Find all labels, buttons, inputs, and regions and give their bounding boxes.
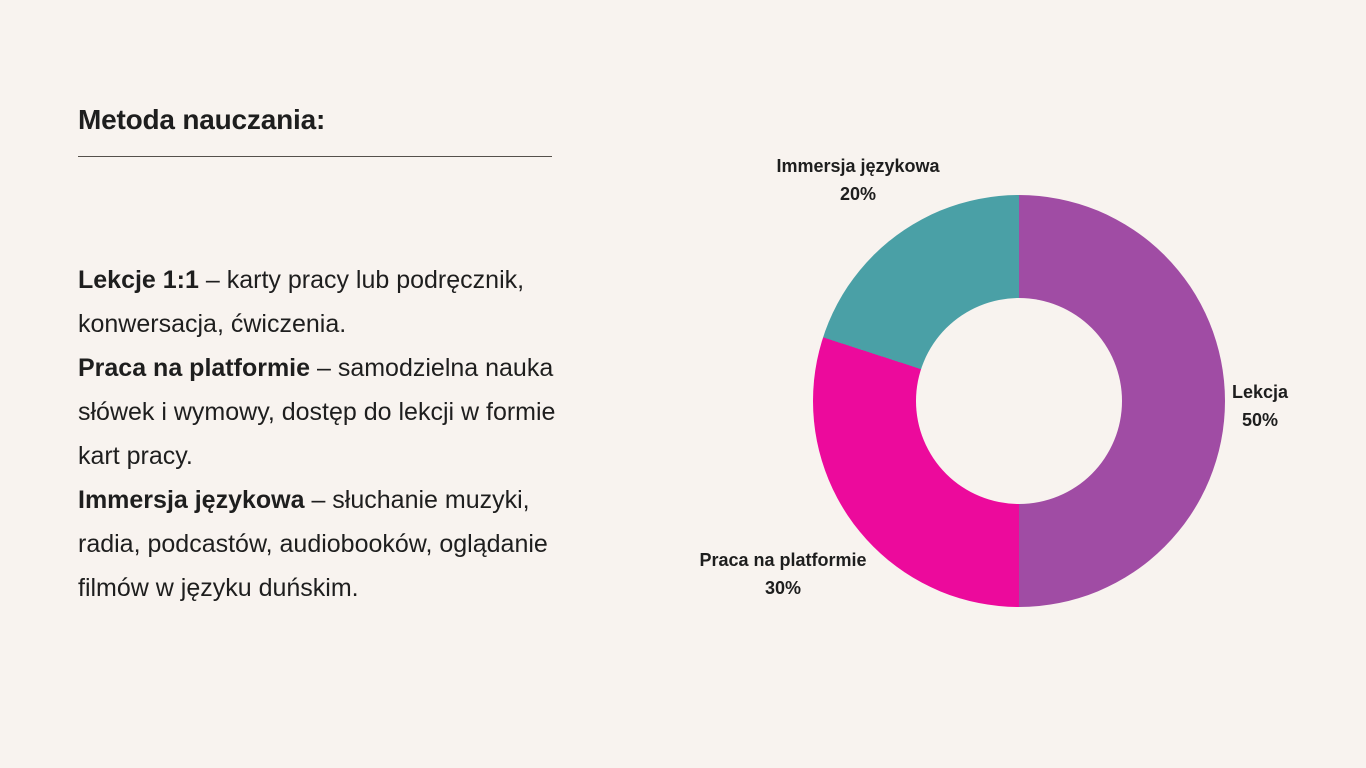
chart-label-immersja: Immersja językowa 20% bbox=[776, 152, 939, 208]
body-item-immersja-term: Immersja językowa bbox=[78, 486, 305, 514]
body-item-lekcje-term: Lekcje 1:1 bbox=[78, 266, 199, 294]
title-underline bbox=[78, 156, 552, 157]
body-item-praca-term: Praca na platformie bbox=[78, 354, 311, 382]
body-item-lekcje-desc: – karty pracy lub podręcznik, konwersacj… bbox=[78, 266, 525, 338]
chart-label-lekcja-name: Lekcja bbox=[1231, 382, 1289, 402]
chart-label-immersja-name: Immersja językowa bbox=[776, 156, 940, 176]
body-item-immersja-desc: – słuchanie muzyki, radia, podcastów, au… bbox=[78, 486, 548, 602]
body-item-praca: Praca na platformie – samodzielna nauka … bbox=[78, 346, 588, 478]
chart-label-praca-pct: 30% bbox=[764, 578, 802, 598]
chart-label-praca: Praca na platformie 30% bbox=[699, 546, 866, 602]
body-text: Lekcje 1:1 – karty pracy lub podręcznik,… bbox=[78, 258, 588, 610]
page-title: Metoda nauczania: bbox=[78, 104, 326, 135]
body-item-lekcje: Lekcje 1:1 – karty pracy lub podręcznik,… bbox=[78, 258, 588, 346]
body-item-immersja: Immersja językowa – słuchanie muzyki, ra… bbox=[78, 478, 588, 610]
chart-label-praca-name: Praca na platformie bbox=[699, 550, 867, 570]
donut-hole bbox=[916, 298, 1122, 504]
body-item-praca-desc: – samodzielna nauka słówek i wymowy, dos… bbox=[78, 354, 556, 470]
chart-label-lekcja: Lekcja 50% bbox=[1232, 378, 1288, 434]
donut-chart bbox=[813, 195, 1225, 607]
chart-label-immersja-pct: 20% bbox=[839, 184, 877, 204]
chart-label-lekcja-pct: 50% bbox=[1241, 410, 1279, 430]
